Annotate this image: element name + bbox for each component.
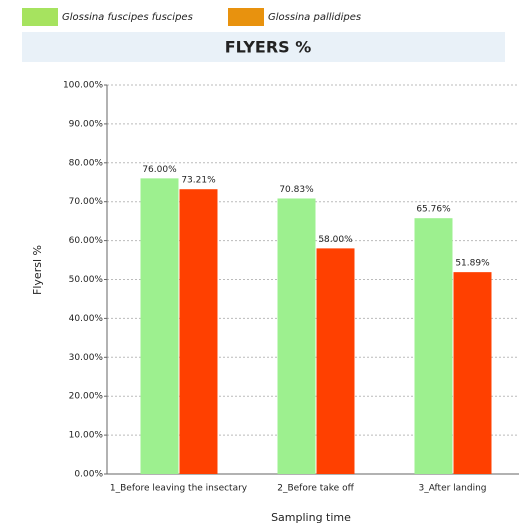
data-label: 65.76% (416, 205, 451, 215)
y-tick-label: 40.00% (69, 314, 104, 324)
data-label: 70.83% (279, 185, 314, 195)
chart-title: FLYERS % (225, 38, 312, 57)
bar (277, 198, 316, 474)
y-axis-label: Flyersl % (31, 245, 44, 295)
bar (453, 272, 492, 474)
x-axis-label: Sampling time (271, 511, 351, 524)
y-tick-label: 70.00% (69, 197, 104, 207)
x-tick-label: 1_Before leaving the insectary (110, 484, 248, 494)
legend-label: Glossina fuscipes fuscipes (62, 12, 193, 23)
y-tick-label: 100.00% (63, 81, 103, 91)
bar (140, 178, 179, 475)
y-tick-label: 60.00% (69, 236, 104, 246)
y-tick-label: 20.00% (69, 392, 104, 402)
legend-label: Glossina pallidipes (268, 12, 361, 23)
y-tick-label: 10.00% (69, 431, 104, 441)
data-label: 73.21% (181, 176, 216, 186)
legend-swatch (228, 8, 264, 26)
data-label: 51.89% (455, 259, 490, 269)
data-label: 76.00% (142, 165, 177, 175)
y-tick-label: 0.00% (74, 470, 103, 480)
legend-swatch (22, 8, 58, 26)
y-tick-label: 80.00% (69, 158, 104, 168)
title-band (22, 32, 505, 62)
x-tick-label: 2_Before take off (277, 484, 354, 494)
bar (179, 189, 218, 474)
bar (414, 218, 453, 474)
y-tick-label: 50.00% (69, 275, 104, 285)
bar (316, 248, 355, 474)
x-tick-label: 3_After landing (418, 484, 486, 494)
y-tick-label: 90.00% (69, 119, 104, 129)
data-label: 58.00% (318, 235, 353, 245)
y-tick-label: 30.00% (69, 353, 104, 363)
